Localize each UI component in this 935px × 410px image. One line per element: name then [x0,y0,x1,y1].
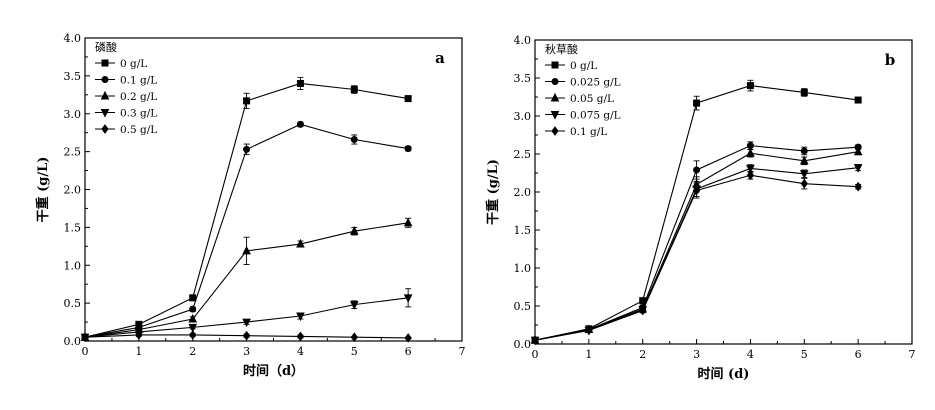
data-point [297,121,303,127]
legend-entry: 0.075 g/L [570,110,621,122]
data-point [694,100,700,106]
data-point [801,171,808,178]
data-point [244,332,250,340]
data-point [190,306,196,312]
legend-marker [102,125,108,133]
y-tick-label: 2.0 [514,186,532,199]
y-tick-label: 2.0 [64,184,82,197]
legend-entry: 0.1 g/L [570,126,607,138]
series-2 [532,148,862,343]
panel-label: b [885,51,896,69]
series-line [535,175,858,340]
data-point [190,295,196,301]
x-tick-label: 6 [855,348,862,361]
data-point [405,146,411,152]
chart-panel-b: 0 1 2 3 4 5 6 7 0.0 0.5 1.0 1.5 2.0 2.5 3.0 3.5 4.0 时间 (d… [485,34,916,382]
y-tick-label: 1.5 [514,224,532,237]
y-axis-label: 干重 (g/L) [485,159,501,225]
x-tick-label: 5 [351,345,358,358]
series-4 [532,171,861,344]
data-point [855,97,861,103]
legend: 磷酸0 g/L 0.1 g/L 0.2 g/L 0.3 g/L 0.5 g/L [95,40,157,136]
y-tick-label: 4.0 [64,32,82,45]
y-tick-label: 3.5 [64,70,82,83]
y-tick-label: 0.5 [64,297,82,310]
data-point [694,167,700,173]
data-point [801,148,807,154]
legend-entry: 0 g/L [570,60,597,72]
series-1 [532,142,861,343]
x-tick-label: 7 [909,348,916,361]
legend-entry: 0 g/L [120,58,147,70]
legend-entry: 0.2 g/L [120,91,157,103]
x-tick-label: 3 [693,348,700,361]
series-line [535,86,858,341]
x-axis-label: 时间（d） [243,363,304,379]
x-tick-label: 2 [189,345,196,358]
series-1 [82,121,411,340]
legend-entry: 0.5 g/L [120,124,157,136]
y-tick-label: 2.5 [64,146,82,159]
data-point [244,146,250,152]
x-axis-label: 时间 (d) [698,366,750,382]
data-point [405,96,411,102]
x-tick-label: 4 [747,348,754,361]
legend: 秋草酸 0 g/L 0.025 g/L 0.05 g/L 0.075 g/L 0.1 g/… [545,42,621,138]
y-tick-label: 3.5 [514,72,532,85]
chart-panel-a: 0 1 2 3 4 5 6 7 0.0 0.5 1.0 1.5 2.0 2.5 3.0 3.5 4.0 时间（d）… [35,32,466,379]
legend-marker [102,60,108,66]
data-point [747,143,753,149]
data-point [351,137,357,143]
y-tick-label: 4.0 [514,34,532,47]
x-tick-label: 0 [532,348,539,361]
data-point [244,98,250,104]
y-tick-label: 0.0 [514,338,532,351]
x-tick-label: 7 [459,345,466,358]
panel-label: a [435,49,445,67]
x-tick-label: 2 [639,348,646,361]
data-point [297,332,303,340]
data-point [855,183,861,191]
data-point [747,83,753,89]
legend-entry: 0.3 g/L [120,108,157,120]
x-tick-label: 1 [135,345,142,358]
x-tick-label: 6 [405,345,412,358]
legend-marker [552,127,558,135]
y-tick-label: 0.0 [64,335,82,348]
data-point [747,149,754,156]
data-point [351,87,357,93]
data-point [297,80,303,86]
y-tick-label: 3.0 [64,108,82,121]
legend-marker [552,62,558,68]
data-point [351,333,357,341]
x-tick-label: 1 [585,348,592,361]
y-tick-label: 3.0 [514,110,532,123]
data-point [801,180,807,188]
series-line [85,83,408,337]
legend-marker [102,77,108,83]
data-point [801,89,807,95]
y-tick-label: 1.0 [514,262,532,275]
legend-title: 秋草酸 [545,42,578,56]
y-tick-label: 1.5 [64,221,82,234]
legend-entry: 0.1 g/L [120,75,157,87]
legend-entry: 0.025 g/L [570,77,621,89]
legend-title: 磷酸 [95,40,117,54]
y-tick-label: 1.0 [64,259,82,272]
y-tick-label: 2.5 [514,148,532,161]
y-tick-label: 0.5 [514,300,532,313]
x-tick-label: 5 [801,348,808,361]
legend-marker [552,79,558,85]
data-point [405,219,412,226]
x-tick-label: 0 [82,345,89,358]
x-tick-label: 3 [243,345,250,358]
legend-entry: 0.05 g/L [570,93,614,105]
data-point [190,331,196,339]
y-axis-label: 干重 (g/L) [35,157,51,223]
x-tick-label: 4 [297,345,304,358]
